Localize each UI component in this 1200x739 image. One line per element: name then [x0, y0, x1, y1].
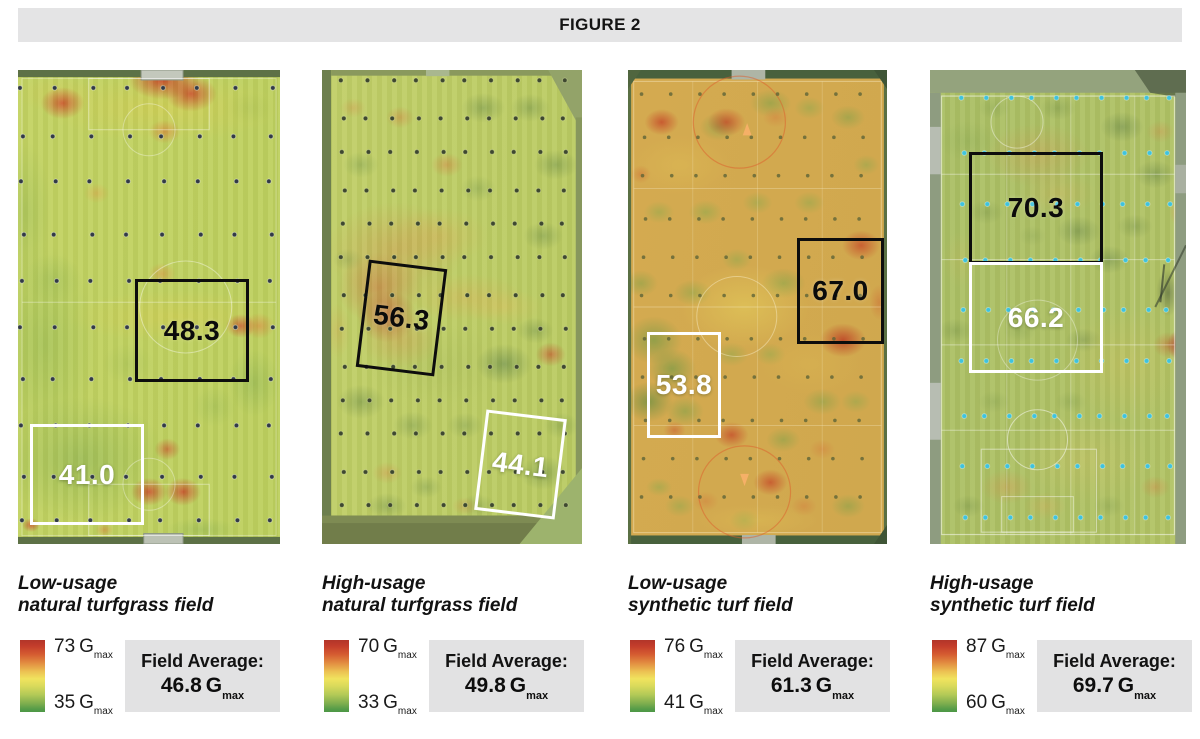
legend-max-label: 73 Gmax	[54, 636, 113, 661]
zone-value: 66.2	[1007, 301, 1065, 333]
sample-point-dots	[639, 92, 865, 499]
zone-value: 67.0	[812, 275, 869, 306]
panel-legend: 70 Gmax 33 Gmax Field Average: 49.8 Gmax	[322, 636, 584, 717]
field-average-label: Field Average:	[1053, 651, 1176, 672]
legend-min-label: 35 Gmax	[54, 692, 113, 717]
legend-min-label: 41 Gmax	[664, 692, 723, 717]
measurement-zone-white: 44.1	[474, 409, 567, 520]
field-average-label: Field Average:	[751, 651, 874, 672]
field-heatmap: 56.3 44.1	[322, 70, 582, 544]
field-average-box: Field Average: 69.7 Gmax	[1037, 640, 1192, 712]
legend-max-label: 76 Gmax	[664, 636, 723, 661]
panel-legend: 76 Gmax 41 Gmax Field Average: 61.3 Gmax	[628, 636, 890, 717]
figure-title: FIGURE 2	[559, 15, 641, 34]
field-average-value: 49.8 Gmax	[464, 674, 549, 702]
field-average-box: Field Average: 49.8 Gmax	[429, 640, 584, 712]
caption-line2: synthetic turf field	[930, 595, 1095, 616]
field-markings	[322, 70, 582, 544]
field-average-label: Field Average:	[445, 651, 568, 672]
field-markings	[628, 70, 887, 544]
panel-caption: High-usage natural turfgrass field	[322, 573, 517, 617]
field-average-box: Field Average: 46.8 Gmax	[125, 640, 280, 712]
measurement-zone-black: 48.3	[135, 279, 249, 382]
zone-value: 56.3	[371, 298, 432, 337]
color-scale-bar	[630, 640, 655, 712]
zone-value: 41.0	[58, 458, 116, 490]
color-scale-bar	[324, 640, 349, 712]
color-scale-bar	[20, 640, 45, 712]
panel-legend: 87 Gmax 60 Gmax Field Average: 69.7 Gmax	[930, 636, 1192, 717]
field-average-value: 46.8 Gmax	[160, 674, 245, 702]
panel-high-usage-natural: 56.3 44.1 High-usage natural turfgrass f…	[322, 70, 584, 717]
field-average-box: Field Average: 61.3 Gmax	[735, 640, 890, 712]
panel-high-usage-synthetic: 70.3 66.2 High-usage synthetic turf fiel…	[930, 70, 1192, 717]
field-markings	[18, 70, 280, 544]
measurement-zone-white: 53.8	[647, 332, 721, 438]
legend-min-label: 33 Gmax	[358, 692, 417, 717]
field-average-value: 69.7 Gmax	[1072, 674, 1157, 702]
measurement-zone-white: 41.0	[30, 424, 144, 525]
measurement-zone-black: 67.0	[797, 238, 884, 344]
field-average-label: Field Average:	[141, 651, 264, 672]
field-heatmap: 70.3 66.2	[930, 70, 1186, 544]
caption-line1: Low-usage	[18, 573, 118, 594]
caption-line1: High-usage	[322, 573, 426, 594]
figure-title-bar: FIGURE 2	[18, 8, 1182, 42]
field-markings	[930, 70, 1186, 544]
caption-line2: synthetic turf field	[628, 595, 793, 616]
legend-min-label: 60 Gmax	[966, 692, 1025, 717]
zone-value: 44.1	[490, 445, 551, 483]
legend-max-label: 87 Gmax	[966, 636, 1025, 661]
measurement-zone-white: 66.2	[969, 262, 1103, 373]
zone-value: 48.3	[163, 314, 221, 346]
zone-value: 70.3	[1007, 192, 1065, 223]
panel-low-usage-synthetic: 67.0 53.8 Low-usage synthetic turf field…	[628, 70, 890, 717]
caption-line1: High-usage	[930, 573, 1034, 594]
legend-max-label: 70 Gmax	[358, 636, 417, 661]
panel-caption: Low-usage synthetic turf field	[628, 573, 793, 617]
measurement-zone-black: 56.3	[355, 259, 448, 377]
sample-point-dots	[18, 85, 276, 524]
caption-line1: Low-usage	[628, 573, 728, 594]
panel-low-usage-natural: 48.3 41.0 Low-usage natural turfgrass fi…	[18, 70, 280, 717]
sample-point-dots	[338, 77, 569, 508]
zone-value: 53.8	[655, 369, 713, 400]
caption-line2: natural turfgrass field	[18, 595, 214, 616]
color-scale-bar	[932, 640, 957, 712]
field-heatmap: 67.0 53.8	[628, 70, 887, 544]
panel-caption: Low-usage natural turfgrass field	[18, 573, 213, 617]
measurement-zone-black: 70.3	[969, 152, 1103, 264]
field-average-value: 61.3 Gmax	[770, 674, 855, 702]
caption-line2: natural turfgrass field	[322, 595, 518, 616]
panel-caption: High-usage synthetic turf field	[930, 573, 1095, 617]
panel-legend: 73 Gmax 35 Gmax Field Average: 46.8 Gmax	[18, 636, 280, 717]
field-heatmap: 48.3 41.0	[18, 70, 280, 544]
